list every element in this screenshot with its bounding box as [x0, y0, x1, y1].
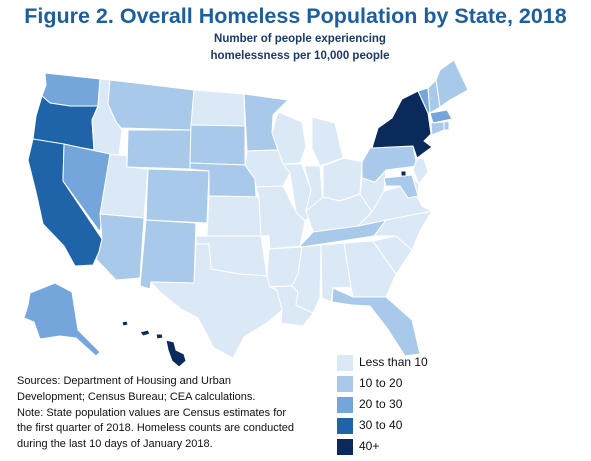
legend-label: 10 to 20: [359, 376, 403, 390]
state-sc: [372, 235, 413, 275]
state-mo: [255, 185, 306, 250]
state-co: [145, 168, 210, 224]
state-ct: [430, 121, 445, 136]
state-oh: [322, 157, 363, 202]
state-az: [95, 213, 145, 281]
map-legend: Less than 10 10 to 20 20 to 30 30 to 40 …: [337, 353, 457, 458]
state-mi: [311, 116, 344, 167]
legend-swatch: [337, 418, 353, 434]
state-hi: [155, 333, 164, 340]
legend-label: 30 to 40: [359, 418, 403, 432]
state-wa: [41, 72, 101, 107]
state-il: [282, 163, 312, 222]
map-subtitle: Number of people experiencing homelessne…: [150, 31, 450, 65]
subtitle-line-1: Number of people experiencing: [214, 33, 386, 45]
state-hi: [165, 339, 187, 368]
note-line: the first quarter of 2018. Homeless coun…: [17, 422, 294, 435]
state-ma: [429, 109, 453, 124]
state-dc: [400, 170, 407, 177]
sources-line: Development; Census Bureau; CEA calculat…: [17, 390, 256, 403]
state-nj: [412, 157, 429, 185]
legend-item: Less than 10: [337, 353, 457, 374]
state-nd: [190, 89, 246, 127]
legend-swatch: [337, 397, 353, 413]
state-wy: [126, 129, 192, 170]
note-line: during the last 10 days of January 2018.: [17, 438, 213, 451]
state-sd: [189, 124, 246, 166]
state-tx: [150, 243, 283, 359]
legend-item: 20 to 30: [337, 395, 457, 416]
state-ny: [371, 90, 433, 159]
legend-item: 30 to 40: [337, 416, 457, 437]
state-nv: [62, 143, 111, 233]
legend-swatch: [337, 376, 353, 392]
state-me: [435, 59, 469, 108]
legend-item: 40+: [337, 437, 457, 458]
state-hi: [121, 320, 129, 327]
legend-swatch: [337, 439, 353, 455]
state-ak: [23, 282, 101, 357]
state-nm: [139, 219, 197, 290]
state-fl: [331, 287, 421, 357]
state-ms: [291, 244, 322, 314]
state-ks: [206, 195, 262, 237]
state-md: [383, 174, 419, 199]
note-line: Note: State population values are Census…: [17, 406, 287, 419]
legend-label: 20 to 30: [359, 397, 403, 411]
figure-title: Figure 2. Overall Homeless Population by…: [24, 4, 567, 28]
legend-item: 10 to 20: [337, 374, 457, 395]
legend-swatch: [337, 355, 353, 371]
state-hi: [139, 329, 151, 337]
state-ri: [443, 120, 450, 131]
legend-label: Less than 10: [359, 355, 428, 369]
sources-line: Sources: Department of Housing and Urban: [17, 375, 232, 387]
legend-label: 40+: [359, 439, 380, 453]
sources-note: Sources: Department of Housing and Urban…: [17, 374, 317, 453]
state-mt: [107, 79, 195, 131]
subtitle-line-2: homelessness per 10,000 people: [210, 50, 390, 62]
